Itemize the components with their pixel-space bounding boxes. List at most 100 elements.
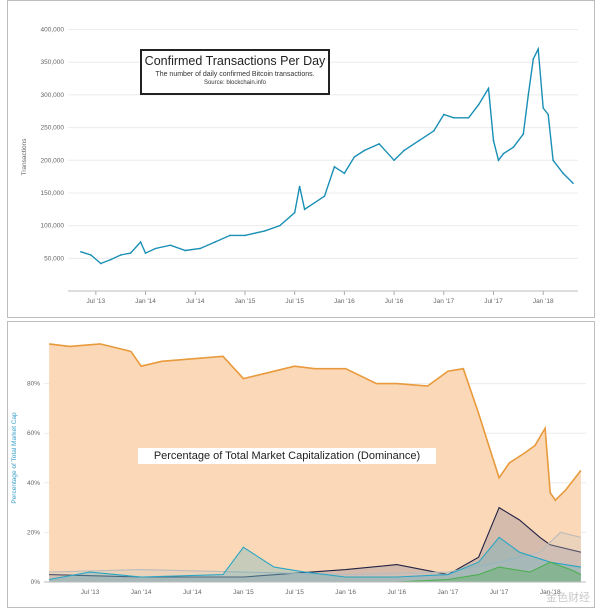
y-tick-label: 40% (27, 480, 40, 487)
x-tick-label: Jul '17 (490, 589, 509, 596)
y-tick-label: 350,000 (41, 59, 65, 66)
x-tick-label: Jan '15 (233, 589, 254, 596)
dominance-series-line (49, 536, 581, 581)
y-tick-label: 60% (27, 430, 40, 437)
transactions-data-point (547, 113, 549, 116)
x-tick-label: Jan '17 (433, 298, 454, 305)
x-tick-label: Jul '16 (385, 298, 404, 305)
chart-source: Source: blockchain.info (203, 80, 267, 86)
transactions-data-point (109, 258, 112, 261)
transactions-data-point (80, 250, 82, 253)
transactions-data-point (442, 113, 445, 116)
dominance-series-line (49, 343, 582, 502)
transactions-data-point (298, 185, 301, 188)
transactions-data-point (154, 247, 157, 250)
transactions-data-point (403, 149, 405, 152)
transactions-data-point (532, 58, 535, 60)
transactions-data-point (512, 146, 515, 148)
transactions-data-point (467, 116, 470, 119)
transactions-data-point (363, 149, 366, 152)
y-tick-label: 300,000 (41, 92, 65, 99)
transactions-series-line (80, 46, 574, 265)
x-tick-label: Jul '14 (186, 298, 205, 305)
transactions-data-point (229, 234, 231, 237)
transactions-data-point (492, 139, 495, 142)
x-tick-label: Jul '16 (388, 589, 407, 596)
transactions-data-point (333, 166, 336, 168)
transactions-data-point (139, 241, 142, 243)
transactions-data-point (278, 224, 281, 227)
transactions-data-point (527, 94, 530, 96)
transactions-data-point (418, 139, 420, 142)
transactions-data-point (199, 247, 202, 250)
y-tick-label: 400,000 (41, 27, 65, 34)
transactions-chart-svg: 50,000 100,000 150,000 200,000 250,000 300,00… (21, 27, 578, 305)
chart-subtitle: The number of daily confirmed Bitcoin tr… (155, 71, 315, 78)
transactions-data-point (542, 107, 545, 109)
chart-title: Confirmed Transactions Per Day (144, 54, 326, 68)
y-tick-label: 80% (27, 381, 40, 388)
dominance-chart-panel: 0% 20% 40% 60% 80% Jul '13 Jan '14 Jul '14 Jan '… (7, 321, 595, 608)
x-tick-label: Jul '15 (285, 589, 304, 596)
x-tick-label: Jul '17 (484, 298, 503, 305)
dominance-title: Percentage of Total Market Capitalizatio… (138, 448, 436, 464)
x-tick-label: Jan '16 (335, 589, 356, 596)
y-axis-label: Percentage of Total Market Cap (11, 412, 18, 504)
transactions-data-point (244, 234, 246, 237)
y-axis-label: Transactions (21, 138, 28, 176)
transactions-data-point (184, 249, 187, 252)
dominance-series-line (49, 531, 582, 576)
dominance-series-area (49, 532, 581, 582)
transactions-data-point (303, 208, 306, 211)
transactions-data-point (552, 159, 554, 162)
dominance-series-area (49, 562, 581, 582)
dominance-chart-svg: 0% 20% 40% 60% 80% Jul '13 Jan '14 Jul '14 Jan '… (11, 343, 586, 596)
transactions-data-point (378, 143, 380, 145)
watermark-text: 金色财经 (546, 592, 590, 604)
x-tick-label: Jul '15 (285, 298, 304, 305)
transactions-data-point (497, 159, 500, 162)
transactions-data-point (100, 262, 102, 265)
x-tick-label: Jan '14 (131, 589, 152, 596)
transactions-data-point (169, 244, 172, 247)
transactions-data-point (452, 116, 455, 119)
x-tick-label: Jan '18 (533, 298, 554, 305)
transactions-data-point (264, 230, 266, 232)
transactions-data-point (477, 103, 480, 106)
transactions-data-point (90, 254, 92, 256)
dominance-series-area (49, 507, 581, 582)
y-tick-label: 100,000 (41, 223, 65, 230)
transactions-data-point (393, 159, 395, 162)
transactions-data-point (144, 252, 147, 254)
transactions-data-point (487, 87, 490, 90)
chart-title-box: Confirmed Transactions Per Day The numbe… (140, 49, 330, 95)
dominance-series-area (49, 537, 581, 582)
y-tick-label: 250,000 (41, 125, 65, 132)
y-tick-label: 20% (27, 529, 40, 536)
y-tick-label: 50,000 (44, 255, 64, 262)
transactions-data-point (323, 195, 326, 198)
transactions-chart-panel: 50,000 100,000 150,000 200,000 250,000 300,00… (7, 0, 595, 318)
y-tick-label: 150,000 (41, 190, 65, 197)
transactions-data-point (214, 241, 216, 243)
transactions-data-point (119, 254, 122, 256)
transactions-data-point (343, 172, 346, 175)
transactions-data-point (433, 130, 435, 132)
transactions-data-point (572, 182, 574, 184)
x-tick-label: Jan '14 (135, 298, 156, 305)
dominance-series-line (49, 561, 582, 583)
transactions-data-point (562, 172, 564, 175)
y-tick-label: 200,000 (41, 157, 65, 164)
dominance-series-line (49, 506, 582, 578)
transactions-data-point (293, 211, 296, 214)
x-tick-label: Jan '18 (540, 589, 561, 596)
x-tick-label: Jan '15 (235, 298, 256, 305)
transactions-data-point (502, 152, 505, 155)
transactions-data-point (537, 48, 540, 50)
x-tick-label: Jul '13 (87, 298, 106, 305)
x-tick-label: Jan '16 (334, 298, 355, 305)
transactions-data-point (129, 252, 132, 254)
x-tick-label: Jan '17 (438, 589, 459, 596)
transactions-data-point (522, 133, 525, 135)
x-tick-label: Jul '13 (81, 589, 100, 596)
